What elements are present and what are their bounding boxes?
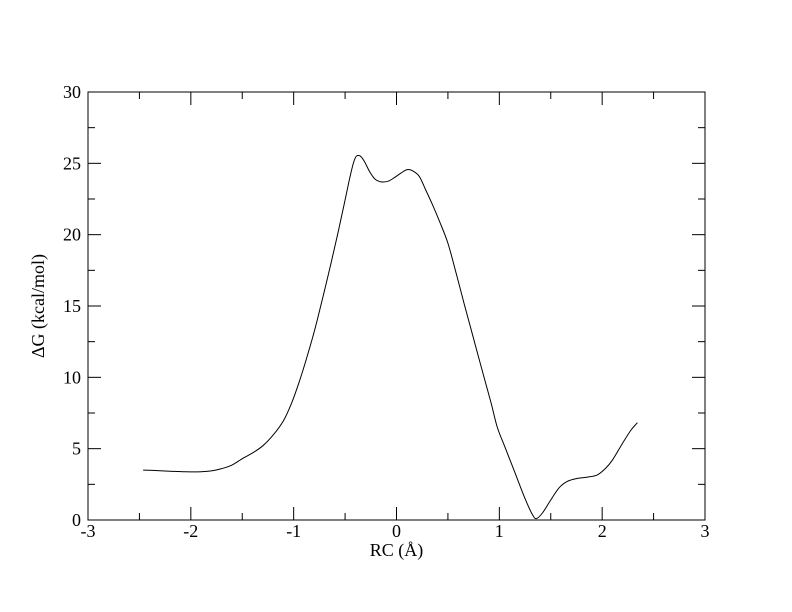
y-tick-label: 0: [72, 510, 81, 530]
y-tick-label: 20: [63, 225, 81, 245]
y-tick-label: 30: [63, 82, 81, 102]
y-tick-label: 25: [63, 153, 81, 173]
x-tick-label: 0: [392, 521, 401, 541]
x-tick-label: 3: [701, 521, 710, 541]
plot-frame: [87, 91, 706, 521]
y-tick-label: 5: [72, 439, 81, 459]
y-tick-label: 10: [63, 367, 81, 387]
free-energy-curve: [143, 154, 638, 520]
y-tick-label: 15: [63, 296, 81, 316]
y-axis-label: ΔG (kcal/mol): [28, 254, 49, 358]
x-tick-label: 2: [598, 521, 607, 541]
x-tick-label: 1: [495, 521, 504, 541]
x-tick-label: -3: [81, 521, 96, 541]
x-tick-label: -1: [286, 521, 301, 541]
x-tick-label: -2: [183, 521, 198, 541]
x-axis-label: RC (Å): [370, 540, 424, 561]
